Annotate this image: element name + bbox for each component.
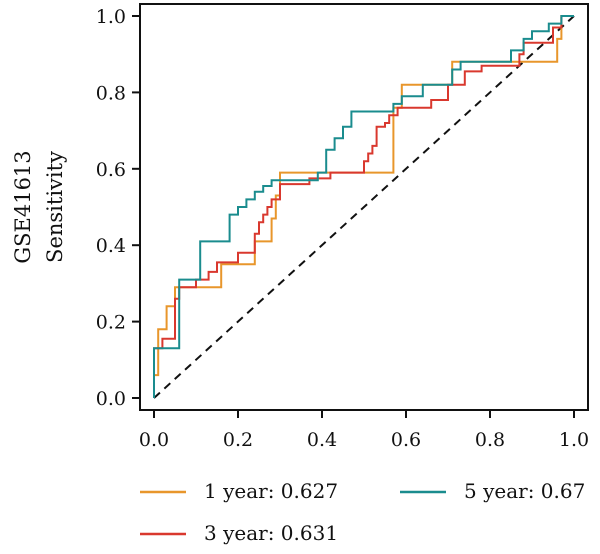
y-axis-label-line-1: GSE41613 [11,150,35,263]
x-tick-label: 0.4 [307,429,337,451]
y-tick-label: 0.0 [96,388,126,410]
roc-line-series-3 [153,15,574,398]
y-tick-label: 0.4 [96,235,126,257]
x-axis: 0.0 0.2 0.4 0.6 0.8 1.0 [139,410,589,451]
legend: 1 year: 0.627 3 year: 0.631 5 year: 0.67 [140,479,585,545]
reference-diagonal [153,15,575,399]
legend-label-2: 3 year: 0.631 [204,521,338,545]
y-tick-label: 0.6 [96,159,126,181]
legend-label-1: 1 year: 0.627 [204,479,338,503]
x-tick-label: 0.0 [139,429,169,451]
y-axis-label: GSE41613 Sensitivity [11,150,67,263]
plot-area [139,3,589,411]
x-tick-label: 0.8 [475,429,505,451]
series-layer [153,15,574,398]
y-tick-label: 0.8 [96,82,126,104]
y-tick-label: 1.0 [96,6,126,28]
legend-label-3: 5 year: 0.67 [464,479,585,503]
y-axis: 0.0 0.2 0.4 0.6 0.8 1.0 [96,6,140,410]
x-tick-label: 0.6 [391,429,421,451]
plot-frame [139,3,589,411]
y-tick-label: 0.2 [96,312,126,334]
y-axis-label-line-2: Sensitivity [43,151,67,263]
roc-line-series-2 [153,15,574,398]
x-tick-label: 0.2 [223,429,253,451]
x-tick-label: 1.0 [559,429,589,451]
